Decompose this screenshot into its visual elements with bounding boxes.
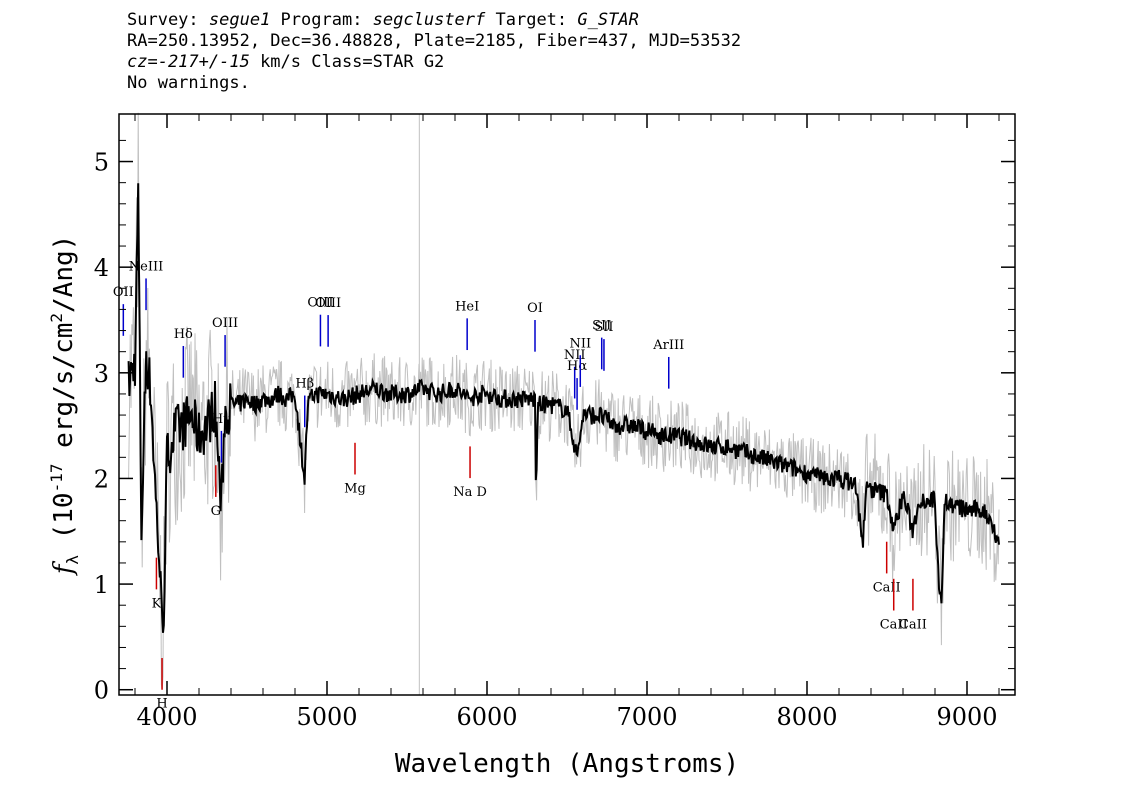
emission-line-label: Hβ [295,377,314,392]
coordinates-line: RA=250.13952, Dec=36.48828, Plate=2185, … [127,31,742,51]
x-tick-label: 8000 [776,703,837,731]
emission-line-label: Hδ [174,327,193,342]
x-axis-label: Wavelength (Angstroms) [395,749,739,779]
absorption-line-label: H [156,697,167,712]
absorption-line-label: CaII [873,580,901,595]
emission-line-label: ArIII [652,338,684,353]
x-tick-label: 7000 [616,703,677,731]
redshift-value: cz=-217+/-15 [127,52,250,72]
y-tick-label: 3 [94,360,109,388]
program-label: Program: [270,10,373,30]
emission-line-label: OIII [212,316,238,331]
y-label-units: erg/s/cm [49,323,79,464]
emission-line-label: OIII [307,296,333,311]
spectrum-header: Survey: segue1 Program: segclusterf Targ… [127,10,741,94]
absorption-line-label: Mg [344,481,366,496]
x-tick-label: 5000 [296,703,357,731]
x-tick-label: 9000 [936,703,997,731]
smoothed-flux-series [127,183,1000,633]
emission-line-label: SII [592,319,611,334]
y-tick-label: 2 [94,465,109,493]
x-tick-label: 4000 [136,703,197,731]
emission-line-label: NII [569,336,591,351]
absorption-line-label: K [152,596,162,611]
emission-line-label: Hγ [212,412,231,427]
emission-line-label: OIII [315,296,341,311]
raw-flux-layer [128,112,1000,690]
absorption-line-label: CaII [880,617,908,632]
y-tick-label: 5 [94,149,109,177]
survey-label: Survey: [127,10,209,30]
program-value: segclusterf [372,10,486,30]
y-label-exp: -17 [47,464,66,493]
y-tick-label: 0 [94,677,109,705]
class-line: km/s Class=STAR G2 [249,52,445,72]
plot-frame [118,113,1016,696]
emission-line-label: Hα [567,359,587,374]
y-tick-label: 4 [94,254,109,282]
target-label: Target: [485,10,578,30]
y-label-prefix: (10 [49,492,79,555]
target-value: G_STAR [577,10,639,30]
y-axis-label: fλ (10-17 erg/s/cm2/Ang) [47,235,82,577]
raw-flux-series [128,112,1000,690]
y-label-exp2: 2 [47,313,66,323]
emission-line-label: OI [527,301,543,316]
x-tick-label: 6000 [456,703,517,731]
emission-line-label: OII [113,285,134,300]
absorption-line-label: G [211,504,221,519]
axis-ticks-layer: 4000 5000 6000 7000 8000 9000 0 1 2 3 4 5 [94,114,1015,731]
warnings-line: No warnings. [127,73,250,93]
emission-line-label: SII [594,320,613,335]
smoothed-flux-layer [127,183,1000,633]
absorption-line-label: Na D [453,485,487,500]
y-label-suffix: /Ang) [49,235,79,313]
absorption-line-label: CaII [899,617,927,632]
emission-line-label: HeI [455,299,479,314]
survey-value: segue1 [208,10,271,30]
y-tick-label: 1 [94,571,109,599]
y-label-sub: λ [63,555,82,565]
emission-line-label: NeIII [129,259,163,274]
